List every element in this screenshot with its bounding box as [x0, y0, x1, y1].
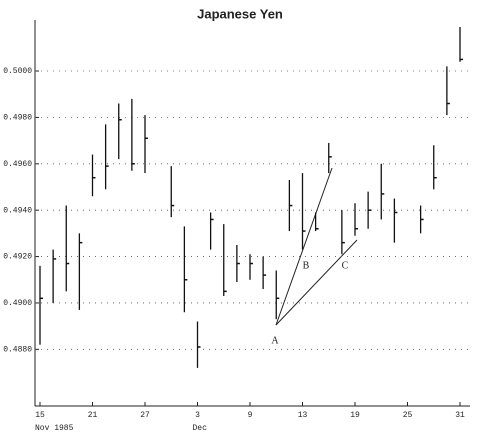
month-label: Nov 1985 [35, 424, 74, 433]
x-tick-label: 31 [455, 411, 465, 420]
y-tick-label: 0.4900 [3, 299, 32, 308]
x-tick-label: 19 [350, 411, 360, 420]
annotation: B [303, 260, 310, 271]
x-tick-label: 27 [140, 411, 150, 420]
x-tick-label: 13 [298, 411, 308, 420]
x-tick-label: 15 [35, 411, 45, 420]
y-tick-label: 0.4980 [3, 114, 32, 123]
annotation: A [271, 335, 279, 346]
trend-line-b [275, 167, 333, 326]
chart-title: Japanese Yen [197, 6, 283, 21]
annotation: C [342, 260, 349, 271]
month-label: Dec [193, 424, 208, 433]
y-tick-label: 0.4960 [3, 160, 32, 169]
x-tick-label: 9 [248, 411, 253, 420]
x-tick-label: 25 [403, 411, 413, 420]
y-tick-label: 0.4920 [3, 253, 32, 262]
trend-line-c [275, 239, 358, 326]
x-tick-label: 21 [88, 411, 98, 420]
y-tick-label: 0.4880 [3, 345, 32, 354]
x-tick-label: 3 [195, 411, 200, 420]
y-tick-label: 0.4940 [3, 206, 32, 215]
y-tick-label: 0.5000 [3, 67, 32, 76]
